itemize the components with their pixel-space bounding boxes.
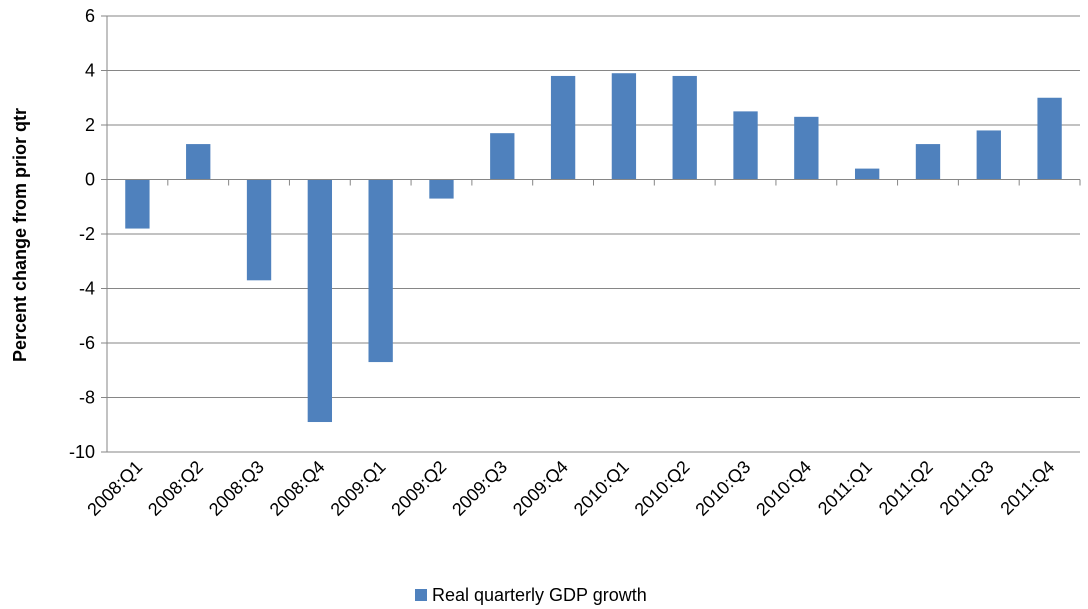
bar-2011-q3 [976,130,1001,180]
legend-swatch [415,589,427,601]
bar-2010-q2 [672,75,697,180]
x-tick-label: 2008:Q1 [83,457,146,520]
bars [125,73,1062,423]
y-tick-label: -4 [79,279,95,299]
x-tick-label: 2010:Q2 [631,457,694,520]
bar-2011-q1 [854,168,880,180]
x-tick-label: 2009:Q3 [448,457,511,520]
bar-2009-q3 [490,133,515,180]
bar-2008-q4 [307,179,333,423]
bar-2009-q2 [429,179,454,199]
bar-2010-q3 [733,111,758,180]
y-tick-label: -6 [79,333,95,353]
y-tick-label: 0 [85,170,95,190]
x-tick-label: 2008:Q4 [266,457,329,520]
bar-2010-q4 [794,116,819,180]
bar-2011-q2 [915,144,941,180]
x-tick-label: 2009:Q2 [387,457,450,520]
y-tick-labels: -10 -8 -6 -4 -2 0 2 4 6 [69,6,95,462]
x-tick-label: 2010:Q1 [570,457,633,520]
x-tick-label: 2010:Q4 [752,457,815,520]
bar-2008-q3 [246,179,272,281]
bar-2009-q1 [368,179,393,363]
bar-2008-q1 [125,179,150,229]
axes [106,16,1081,452]
x-tick-label: 2011:Q2 [875,457,937,519]
legend: Real quarterly GDP growth [415,585,647,605]
x-tick-label: 2011:Q3 [936,457,998,519]
legend-entry-label: Real quarterly GDP growth [432,585,647,605]
y-tick-label: 2 [85,115,95,135]
y-tick-label: -2 [79,224,95,244]
x-tick-label: 2011:Q1 [814,457,876,519]
y-tick-label: -8 [79,388,95,408]
y-tick-label: -10 [69,442,95,462]
x-tick-label: 2009:Q4 [509,457,572,520]
bar-2011-q4 [1037,97,1062,180]
x-tick-label: 2008:Q3 [205,457,268,520]
x-tick-label: 2011:Q4 [996,457,1058,519]
y-tick-label: 6 [85,6,95,26]
bar-2008-q2 [186,144,211,180]
x-tick-labels: 2008:Q12008:Q22008:Q32008:Q42009:Q12009:… [83,457,1058,520]
y-tick-label: 4 [85,61,95,81]
x-tick-label: 2010:Q3 [691,457,754,520]
x-tick-label: 2009:Q1 [327,457,390,520]
y-axis-title: Percent change from prior qtr [10,108,30,362]
bar-2010-q1 [611,73,637,180]
bar-2009-q4 [550,75,576,180]
x-tick-label: 2008:Q2 [144,457,207,520]
